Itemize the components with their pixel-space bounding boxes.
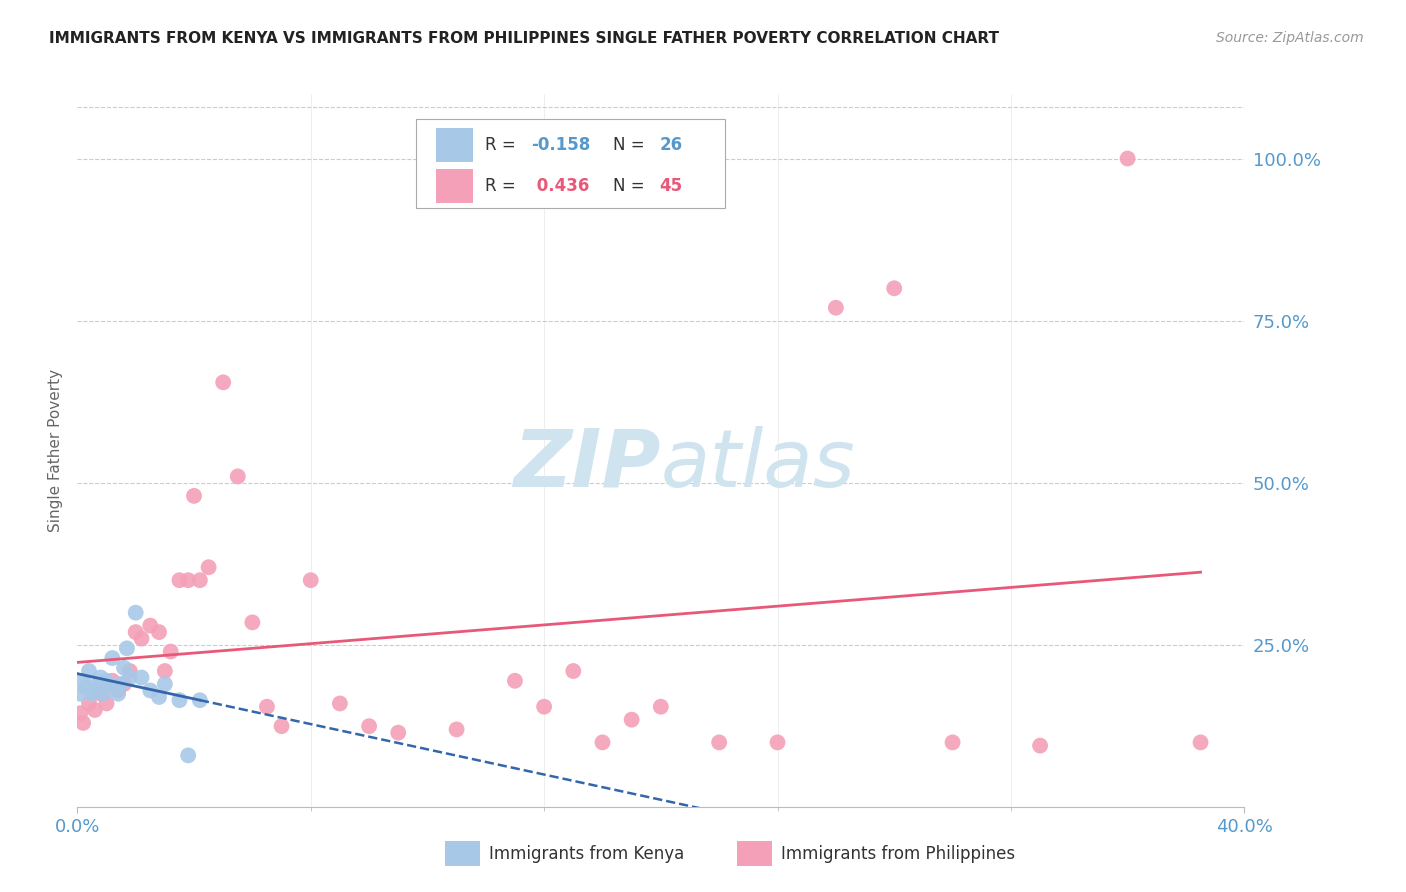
- Point: [131, 632, 153, 646]
- Point: [1029, 739, 1052, 753]
- Point: [118, 664, 141, 678]
- Text: 0.436: 0.436: [531, 178, 589, 195]
- Point: [212, 376, 235, 390]
- Point: [112, 677, 135, 691]
- Point: [148, 625, 170, 640]
- Point: [883, 281, 905, 295]
- Point: [183, 489, 205, 503]
- Point: [188, 693, 211, 707]
- Point: [533, 699, 555, 714]
- Point: [197, 560, 219, 574]
- Point: [942, 735, 965, 749]
- Point: [188, 573, 211, 587]
- Point: [329, 697, 352, 711]
- Point: [1116, 152, 1139, 166]
- Point: [83, 703, 105, 717]
- Point: [69, 706, 91, 721]
- Point: [98, 680, 121, 694]
- Point: [96, 697, 118, 711]
- Point: [118, 671, 141, 685]
- Point: [107, 687, 129, 701]
- Point: [96, 673, 118, 688]
- Point: [124, 625, 148, 640]
- Point: [446, 723, 468, 737]
- Point: [153, 664, 176, 678]
- Point: [256, 699, 278, 714]
- Text: Source: ZipAtlas.com: Source: ZipAtlas.com: [1216, 31, 1364, 45]
- Text: R =: R =: [485, 136, 520, 154]
- Point: [620, 713, 643, 727]
- Point: [766, 735, 789, 749]
- Point: [101, 651, 124, 665]
- Point: [115, 641, 138, 656]
- Point: [75, 680, 97, 694]
- Point: [562, 664, 585, 678]
- Point: [124, 606, 148, 620]
- Text: -0.158: -0.158: [531, 136, 591, 154]
- Text: R =: R =: [485, 178, 520, 195]
- Point: [357, 719, 380, 733]
- Text: IMMIGRANTS FROM KENYA VS IMMIGRANTS FROM PHILIPPINES SINGLE FATHER POVERTY CORRE: IMMIGRANTS FROM KENYA VS IMMIGRANTS FROM…: [49, 31, 1000, 46]
- FancyBboxPatch shape: [436, 128, 472, 162]
- Point: [139, 683, 162, 698]
- Point: [93, 687, 115, 701]
- Point: [77, 697, 100, 711]
- Point: [177, 573, 200, 587]
- Point: [240, 615, 263, 630]
- Point: [270, 719, 292, 733]
- Point: [169, 693, 191, 707]
- FancyBboxPatch shape: [444, 841, 479, 866]
- Point: [148, 690, 170, 704]
- Text: 45: 45: [659, 178, 683, 195]
- Text: N =: N =: [613, 178, 650, 195]
- Point: [169, 573, 191, 587]
- Point: [153, 677, 176, 691]
- Point: [83, 683, 105, 698]
- Text: atlas: atlas: [661, 425, 856, 504]
- Point: [503, 673, 526, 688]
- Point: [101, 673, 124, 688]
- FancyBboxPatch shape: [737, 841, 772, 866]
- Point: [177, 748, 200, 763]
- Text: ZIP: ZIP: [513, 425, 661, 504]
- Point: [387, 725, 409, 739]
- Point: [650, 699, 672, 714]
- Point: [1189, 735, 1212, 749]
- Point: [72, 673, 94, 688]
- FancyBboxPatch shape: [436, 169, 472, 203]
- Text: 26: 26: [659, 136, 683, 154]
- Point: [107, 683, 129, 698]
- Text: Immigrants from Philippines: Immigrants from Philippines: [780, 845, 1015, 863]
- Point: [90, 687, 112, 701]
- Point: [299, 573, 322, 587]
- Text: Immigrants from Kenya: Immigrants from Kenya: [489, 845, 685, 863]
- Point: [824, 301, 846, 315]
- Y-axis label: Single Father Poverty: Single Father Poverty: [48, 369, 63, 532]
- Point: [112, 661, 135, 675]
- Point: [709, 735, 731, 749]
- Point: [90, 671, 112, 685]
- Point: [592, 735, 614, 749]
- Point: [77, 664, 100, 678]
- Point: [104, 680, 127, 694]
- Point: [80, 687, 103, 701]
- Point: [72, 715, 94, 730]
- Point: [87, 677, 110, 691]
- Point: [110, 677, 132, 691]
- FancyBboxPatch shape: [416, 119, 725, 208]
- Text: N =: N =: [613, 136, 650, 154]
- Point: [159, 644, 181, 658]
- Point: [69, 687, 91, 701]
- Point: [131, 671, 153, 685]
- Point: [139, 618, 162, 632]
- Point: [226, 469, 249, 483]
